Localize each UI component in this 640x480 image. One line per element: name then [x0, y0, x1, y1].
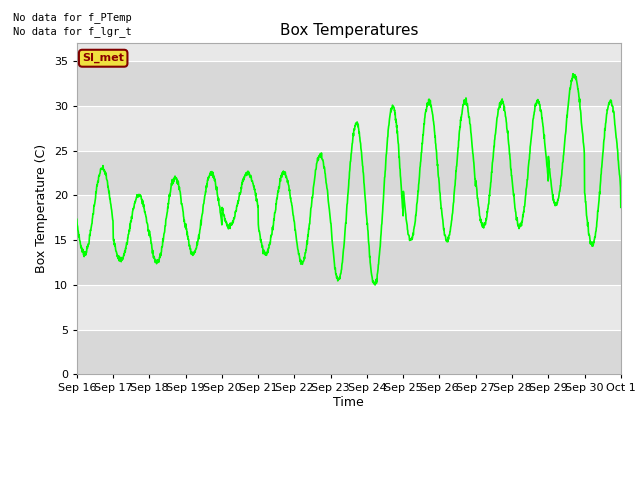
- Bar: [77, 151, 621, 195]
- Text: No data for f_lgr_t: No data for f_lgr_t: [13, 26, 132, 37]
- Bar: [77, 240, 621, 285]
- Text: No data for f_PTemp: No data for f_PTemp: [13, 12, 132, 23]
- Title: Box Temperatures: Box Temperatures: [280, 23, 418, 38]
- Bar: [77, 61, 621, 106]
- Text: SI_met: SI_met: [82, 53, 124, 63]
- Bar: [77, 330, 621, 374]
- X-axis label: Time: Time: [333, 396, 364, 409]
- Y-axis label: Box Temperature (C): Box Temperature (C): [35, 144, 48, 274]
